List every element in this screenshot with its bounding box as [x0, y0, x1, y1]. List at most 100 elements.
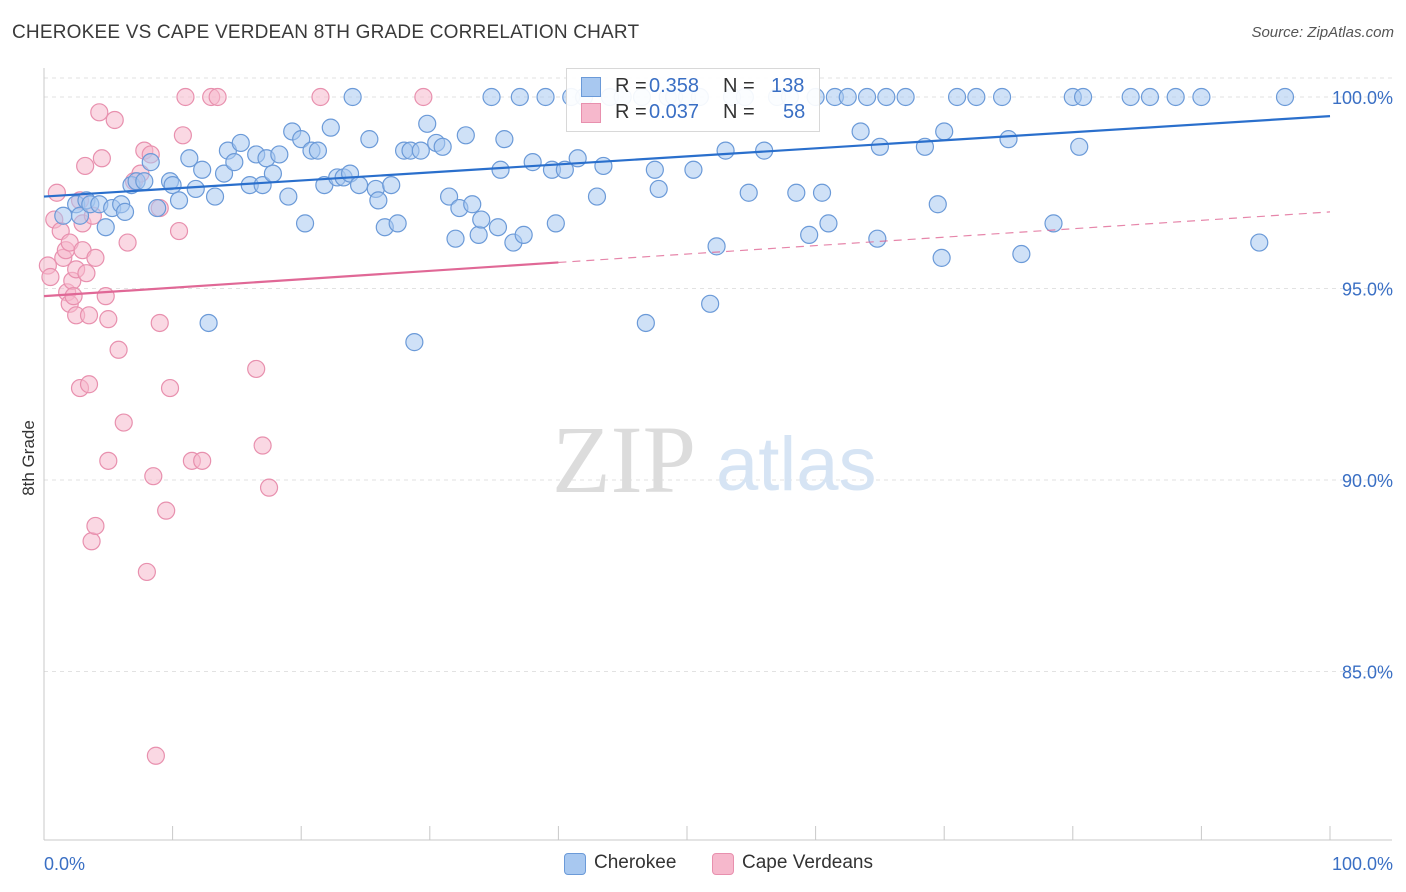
- cape-verdeans-point: [253, 436, 272, 455]
- cape-verdeans-point: [173, 126, 192, 145]
- cherokee-point: [645, 160, 664, 179]
- y-tick-label: 90.0%: [1342, 471, 1393, 491]
- cherokee-point: [295, 214, 315, 233]
- cherokee-point: [594, 156, 613, 176]
- cherokee-point: [369, 191, 388, 210]
- cherokee-point: [536, 87, 555, 107]
- cherokee-point: [308, 141, 328, 160]
- n-value: 58: [783, 101, 806, 123]
- n-value: 138: [771, 75, 805, 97]
- cherokee-point: [411, 141, 430, 160]
- cape-verdeans-point: [414, 87, 433, 107]
- cherokee-point: [279, 187, 298, 206]
- cape-verdeans-point: [118, 233, 137, 252]
- cape-verdeans-point: [208, 87, 227, 107]
- cherokee-point: [555, 160, 574, 179]
- legend-label-cape-verdeans: Cape Verdeans: [742, 852, 873, 873]
- cape-verdeans-point: [176, 87, 195, 107]
- n-label: N =: [723, 75, 755, 97]
- cherokee-point: [343, 87, 362, 107]
- cherokee-point: [896, 87, 915, 107]
- cape-verdeans-trend-line: [43, 261, 559, 298]
- cherokee-point: [935, 122, 954, 141]
- cape-verdeans-point: [150, 313, 169, 333]
- cape-verdeans-swatch: [712, 853, 734, 875]
- cherokee-point: [96, 218, 115, 237]
- cherokee-point: [851, 122, 870, 141]
- cherokee-swatch: [564, 853, 586, 875]
- cherokee-point: [472, 210, 491, 229]
- r-label: R =: [615, 101, 647, 123]
- cape-verdeans-point: [99, 310, 118, 329]
- cherokee-point: [546, 214, 565, 233]
- cherokee-point: [510, 87, 529, 107]
- cape-verdeans-point: [114, 413, 133, 432]
- y-tick-label: 85.0%: [1342, 663, 1393, 683]
- cape-verdeans-point: [86, 516, 105, 536]
- cape-verdeans-point: [157, 501, 176, 520]
- cherokee-point: [819, 214, 838, 233]
- cherokee-point: [947, 87, 967, 107]
- cherokee-point: [701, 294, 720, 313]
- cherokee-point: [169, 191, 189, 210]
- legend-label-cherokee: Cherokee: [594, 852, 677, 873]
- cherokee-point: [716, 141, 735, 160]
- cape-verdeans-point: [193, 451, 212, 470]
- cape-verdeans-point: [160, 378, 180, 398]
- watermark-atlas: atlas: [716, 422, 877, 507]
- cherokee-point: [225, 153, 244, 172]
- cherokee-point: [193, 160, 212, 179]
- cherokee-point: [115, 202, 135, 221]
- cherokee-point: [636, 313, 655, 333]
- cherokee-point: [684, 160, 703, 179]
- cherokee-point: [418, 114, 437, 133]
- cherokee-point: [1073, 87, 1093, 107]
- cape-verdeans-point: [146, 746, 165, 765]
- cherokee-point: [141, 153, 160, 172]
- cherokee-point: [263, 164, 283, 183]
- cherokee-point: [360, 130, 379, 149]
- cherokee-point: [992, 87, 1012, 107]
- cherokee-point: [812, 183, 832, 202]
- cherokee-point: [253, 175, 272, 195]
- cherokee-point: [1166, 87, 1185, 107]
- cherokee-point: [1140, 87, 1160, 107]
- cherokee-point: [163, 175, 182, 195]
- cherokee-point: [349, 175, 369, 195]
- cherokee-point: [446, 229, 465, 248]
- cape-verdeans-point: [105, 110, 124, 130]
- cherokee-point: [1012, 244, 1031, 264]
- cherokee-point: [469, 225, 488, 244]
- y-tick-label: 95.0%: [1342, 280, 1393, 300]
- x-tick-label: 100.0%: [1332, 854, 1393, 874]
- r-value: 0.037: [649, 101, 700, 123]
- cherokee-point: [321, 118, 340, 137]
- cape-verdeans-point: [90, 103, 109, 122]
- cherokee-swatch: [581, 77, 601, 97]
- cherokee-point: [707, 237, 726, 256]
- cherokee-point: [1275, 87, 1295, 107]
- cherokee-point: [382, 175, 401, 195]
- cherokee-point: [70, 206, 90, 225]
- cherokee-point: [488, 218, 508, 237]
- n-label: N =: [723, 101, 755, 123]
- cherokee-points: [54, 87, 1295, 352]
- chart-title: CHEROKEE VS CAPE VERDEAN 8TH GRADE CORRE…: [12, 22, 640, 43]
- cape-verdeans-point: [79, 306, 99, 325]
- cape-verdeans-point: [259, 478, 279, 497]
- cherokee-point: [649, 179, 668, 199]
- cherokee-point: [838, 87, 857, 107]
- cherokee-point: [523, 153, 542, 172]
- axes: [43, 68, 1392, 841]
- cherokee-point: [870, 137, 890, 156]
- cherokee-point: [877, 87, 896, 107]
- cape-verdeans-point: [76, 156, 95, 176]
- cape-verdeans-point: [137, 562, 156, 582]
- cherokee-point: [932, 248, 951, 267]
- cape-verdeans-point: [82, 532, 101, 551]
- cape-verdeans-point: [92, 149, 111, 168]
- cherokee-point: [135, 172, 154, 191]
- r-value: 0.358: [649, 75, 700, 97]
- cherokee-point: [148, 198, 167, 218]
